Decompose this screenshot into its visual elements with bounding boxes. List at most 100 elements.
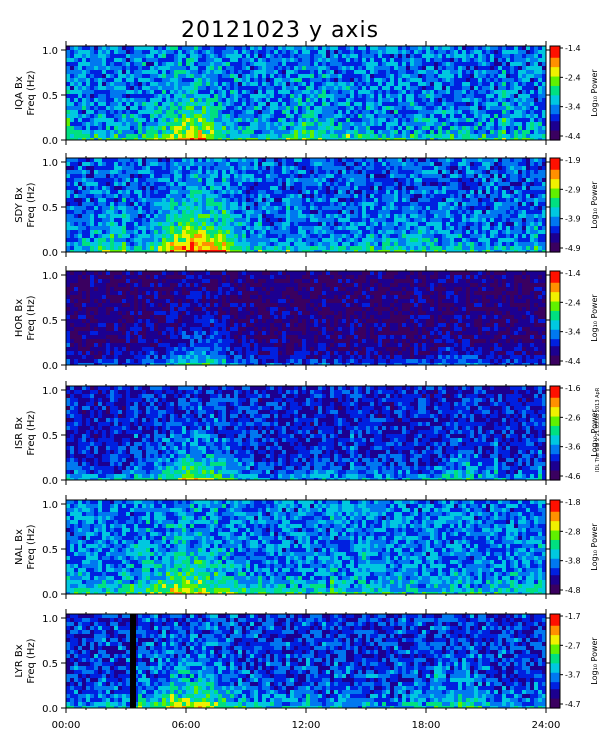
power-cell (142, 186, 146, 190)
power-cell (274, 74, 278, 78)
power-cell (198, 230, 202, 234)
power-cell (334, 218, 338, 222)
power-cell (338, 206, 342, 210)
power-cell (230, 98, 234, 102)
power-cell (206, 50, 210, 54)
power-cell (298, 162, 302, 166)
power-cell (310, 94, 314, 98)
power-cell (434, 122, 438, 126)
power-cell (210, 218, 214, 222)
power-cell (134, 246, 138, 250)
power-cell (122, 166, 126, 170)
power-cell (234, 162, 238, 166)
power-cell (286, 130, 290, 134)
power-cell (242, 82, 246, 86)
power-cell (306, 206, 310, 210)
power-cell (314, 242, 318, 246)
power-cell (494, 66, 498, 70)
power-cell (226, 70, 230, 74)
power-cell (326, 130, 330, 134)
power-cell (306, 242, 310, 246)
power-cell (266, 90, 270, 94)
power-cell (230, 174, 234, 178)
power-cell (326, 82, 330, 86)
power-cell (354, 226, 358, 230)
power-cell (390, 222, 394, 226)
power-cell (434, 54, 438, 58)
power-cell (170, 70, 174, 74)
power-cell (262, 86, 266, 90)
power-cell (390, 78, 394, 82)
power-cell (90, 90, 94, 94)
power-cell (526, 54, 530, 58)
power-cell (178, 194, 182, 198)
power-cell (114, 226, 118, 230)
power-cell (278, 58, 282, 62)
power-cell (214, 158, 218, 162)
power-cell (378, 98, 382, 102)
power-cell (522, 110, 526, 114)
power-cell (386, 230, 390, 234)
power-cell (502, 106, 506, 110)
power-cell (330, 198, 334, 202)
power-cell (94, 182, 98, 186)
power-cell (314, 106, 318, 110)
power-cell (462, 62, 466, 66)
power-cell (414, 134, 418, 138)
power-cell (182, 78, 186, 82)
power-cell (294, 94, 298, 98)
power-cell (538, 74, 542, 78)
power-cell (266, 186, 270, 190)
power-cell (90, 178, 94, 182)
power-cell (322, 246, 326, 250)
power-cell (358, 170, 362, 174)
power-cell (302, 46, 306, 50)
power-cell (206, 238, 210, 242)
power-cell (110, 78, 114, 82)
power-cell (142, 86, 146, 90)
power-cell (522, 106, 526, 110)
power-cell (198, 170, 202, 174)
power-cell (130, 162, 134, 166)
power-cell (418, 94, 422, 98)
power-cell (182, 46, 186, 50)
power-cell (366, 214, 370, 218)
power-cell (86, 174, 90, 178)
power-cell (258, 178, 262, 182)
power-cell (346, 158, 350, 162)
power-cell (398, 102, 402, 106)
power-cell (318, 170, 322, 174)
power-cell (410, 50, 414, 54)
power-cell (362, 62, 366, 66)
power-cell (126, 210, 130, 214)
power-cell (154, 158, 158, 162)
power-cell (378, 218, 382, 222)
power-cell (334, 202, 338, 206)
power-cell (510, 130, 514, 134)
power-cell (130, 230, 134, 234)
power-cell (158, 102, 162, 106)
power-cell (350, 158, 354, 162)
power-cell (146, 58, 150, 62)
power-cell (234, 94, 238, 98)
power-cell (494, 46, 498, 50)
power-cell (202, 94, 206, 98)
power-cell (342, 166, 346, 170)
power-cell (374, 58, 378, 62)
power-cell (294, 214, 298, 218)
power-cell (82, 102, 86, 106)
power-cell (78, 182, 82, 186)
power-cell (194, 242, 198, 246)
power-cell (326, 226, 330, 230)
power-cell (446, 74, 450, 78)
power-cell (150, 90, 154, 94)
power-cell (334, 186, 338, 190)
power-cell (474, 46, 478, 50)
power-cell (522, 102, 526, 106)
power-cell (426, 62, 430, 66)
power-cell (370, 86, 374, 90)
power-cell (162, 82, 166, 86)
power-cell (478, 130, 482, 134)
power-cell (378, 122, 382, 126)
power-cell (514, 86, 518, 90)
